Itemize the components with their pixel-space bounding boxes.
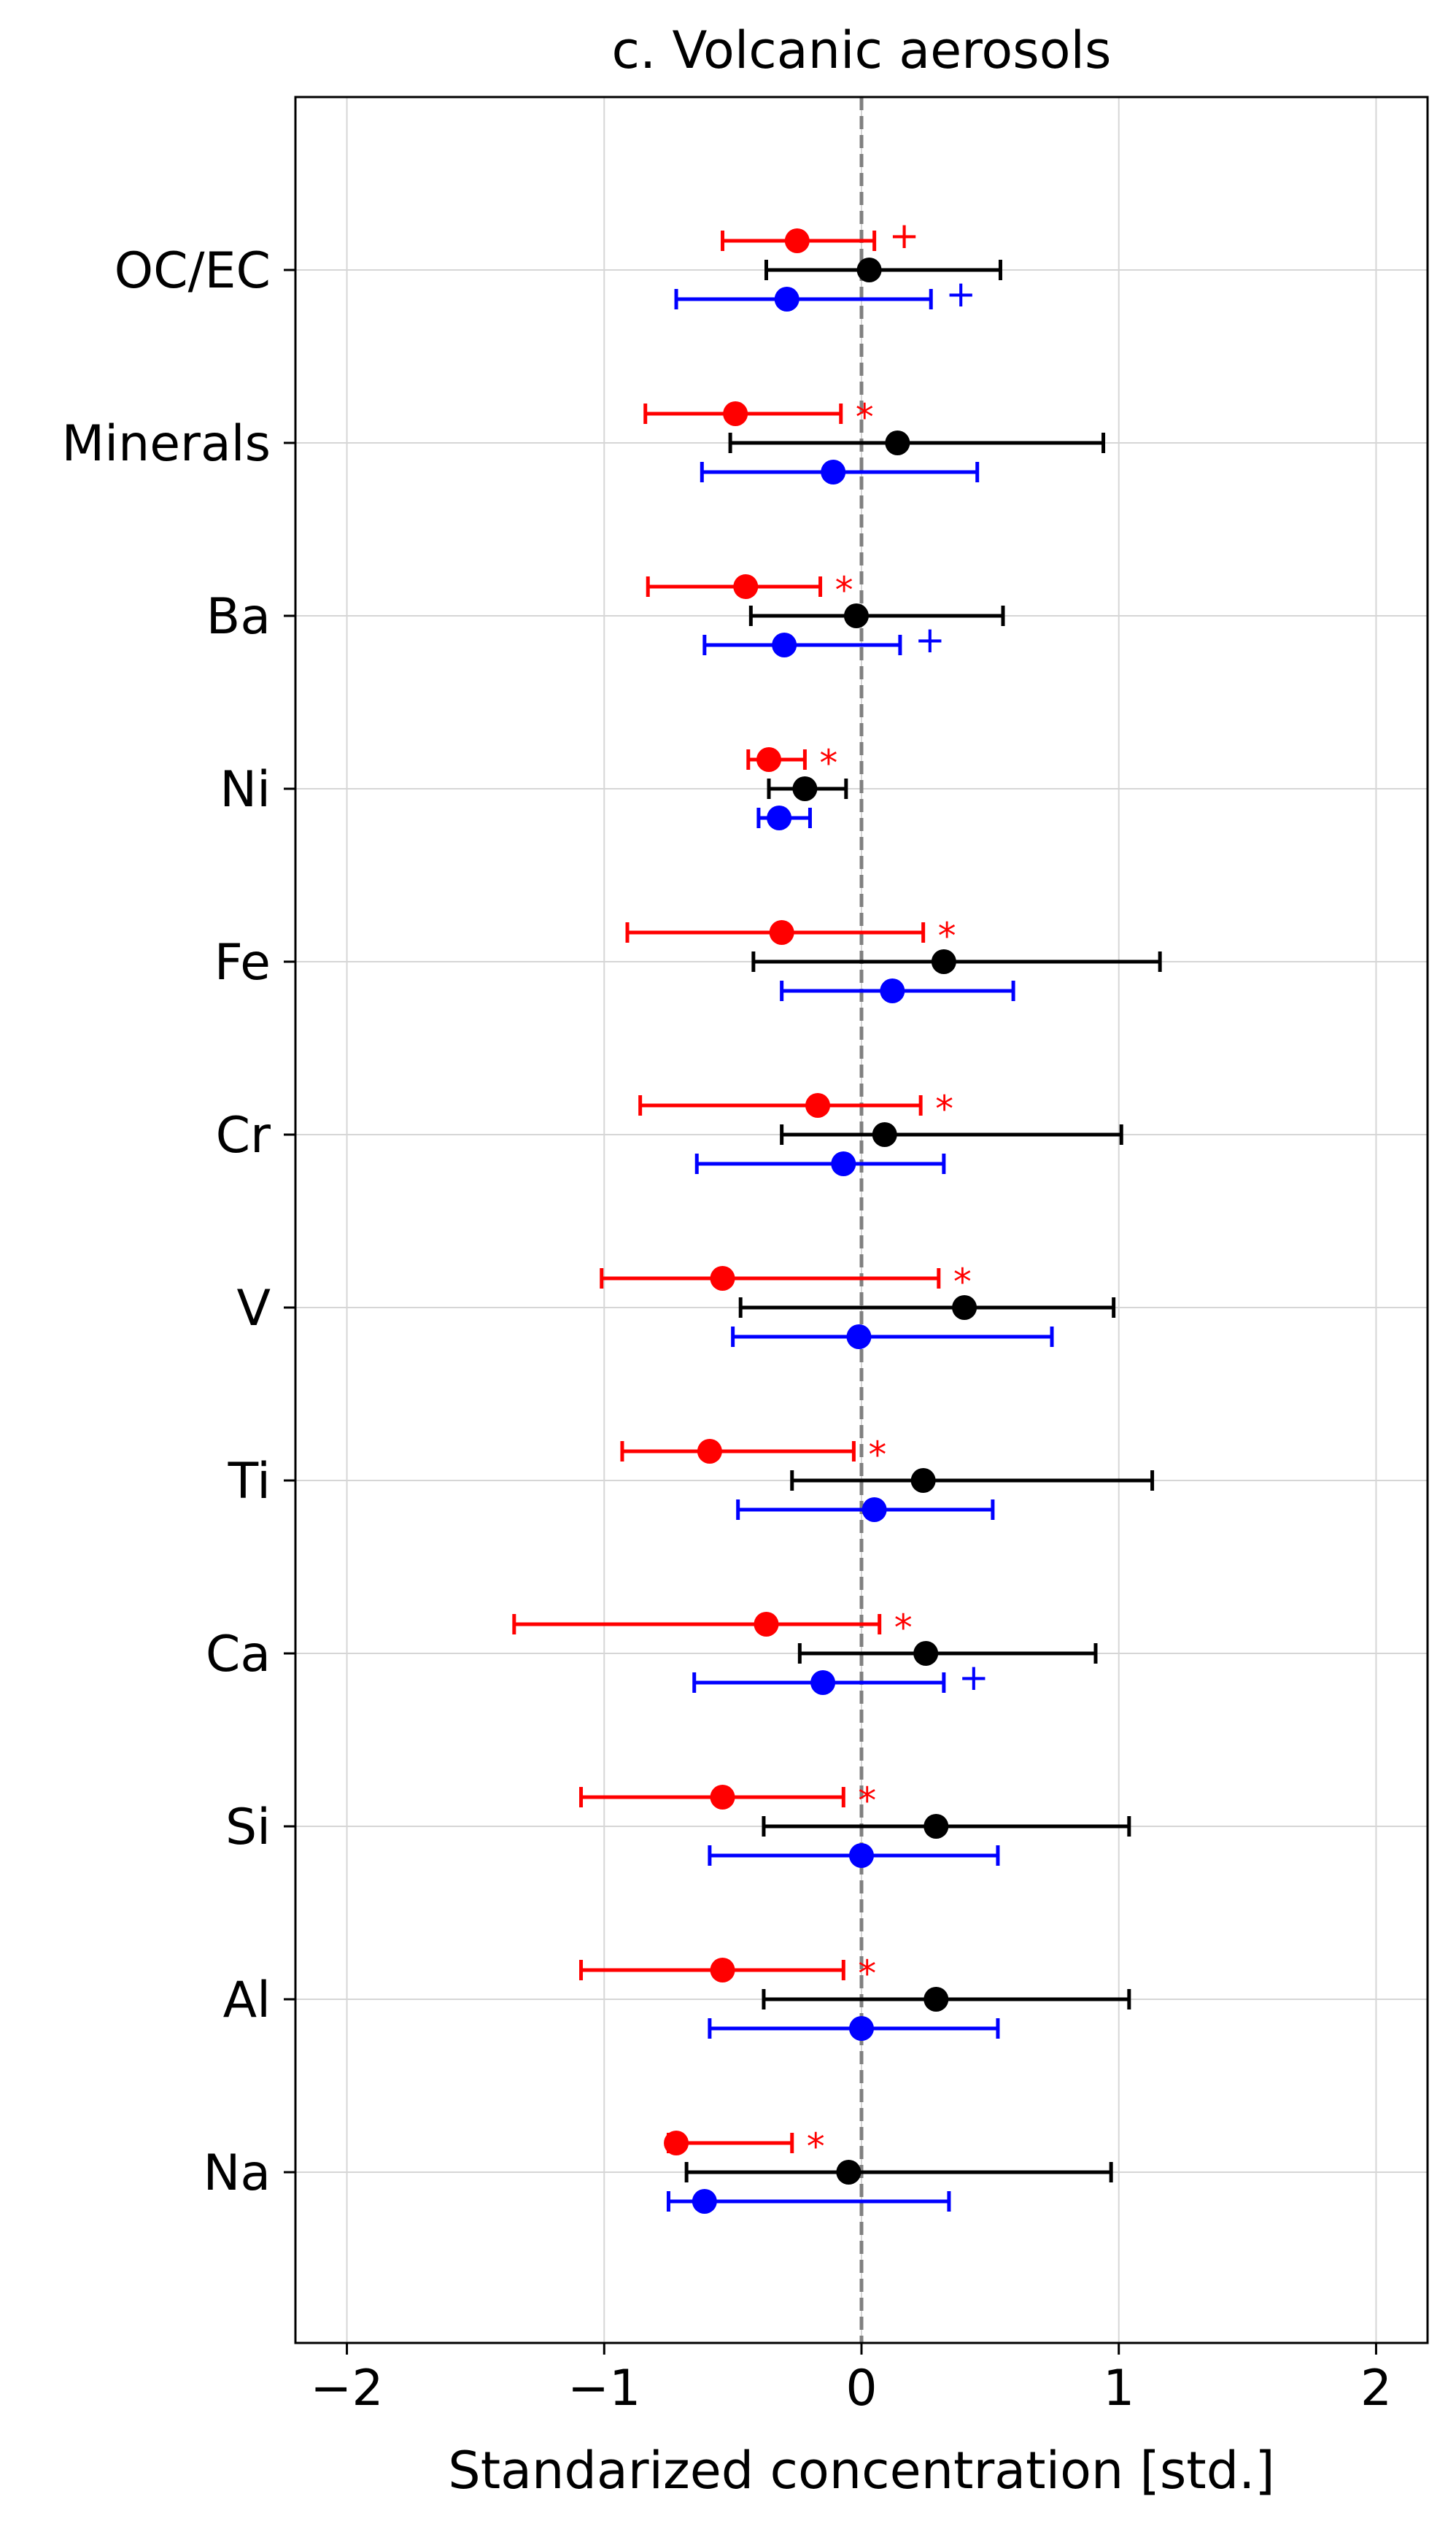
- significance-marker: *: [807, 2125, 825, 2168]
- y-tick-label: Fe: [214, 934, 271, 992]
- data-point: [931, 949, 956, 974]
- significance-marker: +: [959, 1656, 989, 1699]
- significance-marker: +: [889, 215, 920, 257]
- data-point: [836, 2160, 861, 2185]
- data-point: [849, 2016, 874, 2041]
- data-point: [861, 1497, 887, 1522]
- errorbars: +***********+++: [512, 215, 1162, 2214]
- significance-marker: *: [894, 1607, 913, 1649]
- data-point: [923, 1987, 949, 2012]
- data-point: [885, 430, 910, 455]
- data-point: [710, 1266, 735, 1291]
- data-point: [754, 1612, 779, 1637]
- significance-marker: +: [915, 619, 945, 661]
- significance-marker: *: [868, 1434, 886, 1476]
- data-point: [784, 228, 810, 253]
- data-point: [843, 603, 869, 628]
- significance-marker: *: [858, 1953, 876, 1995]
- data-point: [821, 460, 846, 484]
- data-point: [831, 1151, 856, 1176]
- data-point: [697, 1439, 722, 1464]
- data-point: [767, 806, 792, 830]
- data-point: [856, 258, 882, 282]
- x-tick-label: 0: [845, 2360, 877, 2417]
- data-point: [710, 1785, 735, 1810]
- significance-marker: *: [858, 1780, 876, 1822]
- x-tick-label: 2: [1360, 2360, 1392, 2417]
- data-point: [810, 1670, 836, 1695]
- chart-title: c. Volcanic aerosols: [612, 20, 1112, 80]
- data-point: [772, 633, 797, 657]
- significance-marker: +: [945, 273, 976, 315]
- data-point: [774, 287, 799, 312]
- y-tick-label: Si: [225, 1799, 271, 1856]
- y-tick-label: Na: [203, 2144, 271, 2202]
- data-point: [710, 1958, 735, 1982]
- data-point: [692, 2189, 717, 2214]
- x-axis: −2 −1 0 1 2: [310, 2343, 1392, 2417]
- significance-marker: *: [819, 742, 837, 784]
- data-point: [846, 1324, 872, 1349]
- significance-marker: *: [856, 396, 874, 439]
- data-point: [723, 401, 748, 426]
- data-point: [872, 1122, 897, 1147]
- y-tick-label: OC/EC: [115, 242, 271, 300]
- y-tick-label: Minerals: [62, 415, 271, 473]
- y-tick-label: Ti: [228, 1453, 271, 1510]
- data-point: [733, 574, 759, 599]
- x-axis-label: Standarized concentration [std.]: [448, 2441, 1274, 2501]
- data-point: [913, 1641, 939, 1666]
- y-tick-label: Ca: [206, 1626, 271, 1683]
- y-axis: OC/EC Minerals Ba Ni Fe Cr V Ti Ca Si Al Na: [62, 242, 295, 2202]
- y-tick-label: Cr: [216, 1107, 271, 1165]
- y-tick-label: Ba: [206, 588, 271, 646]
- data-point: [805, 1093, 831, 1118]
- x-tick-label: −1: [568, 2360, 640, 2417]
- data-point: [756, 747, 782, 772]
- significance-marker: *: [935, 1088, 953, 1130]
- y-tick-label: Ni: [220, 761, 271, 819]
- y-tick-label: V: [236, 1280, 271, 1337]
- data-point: [880, 978, 905, 1003]
- data-point: [923, 1814, 949, 1839]
- x-tick-label: 1: [1103, 2360, 1134, 2417]
- data-point: [849, 1843, 874, 1868]
- y-tick-label: Al: [223, 1972, 271, 2029]
- data-point: [769, 920, 794, 945]
- data-point: [792, 776, 818, 801]
- data-point: [952, 1295, 977, 1320]
- data-point: [664, 2131, 689, 2155]
- x-tick-label: −2: [310, 2360, 383, 2417]
- significance-marker: *: [835, 569, 853, 611]
- data-point: [910, 1468, 936, 1493]
